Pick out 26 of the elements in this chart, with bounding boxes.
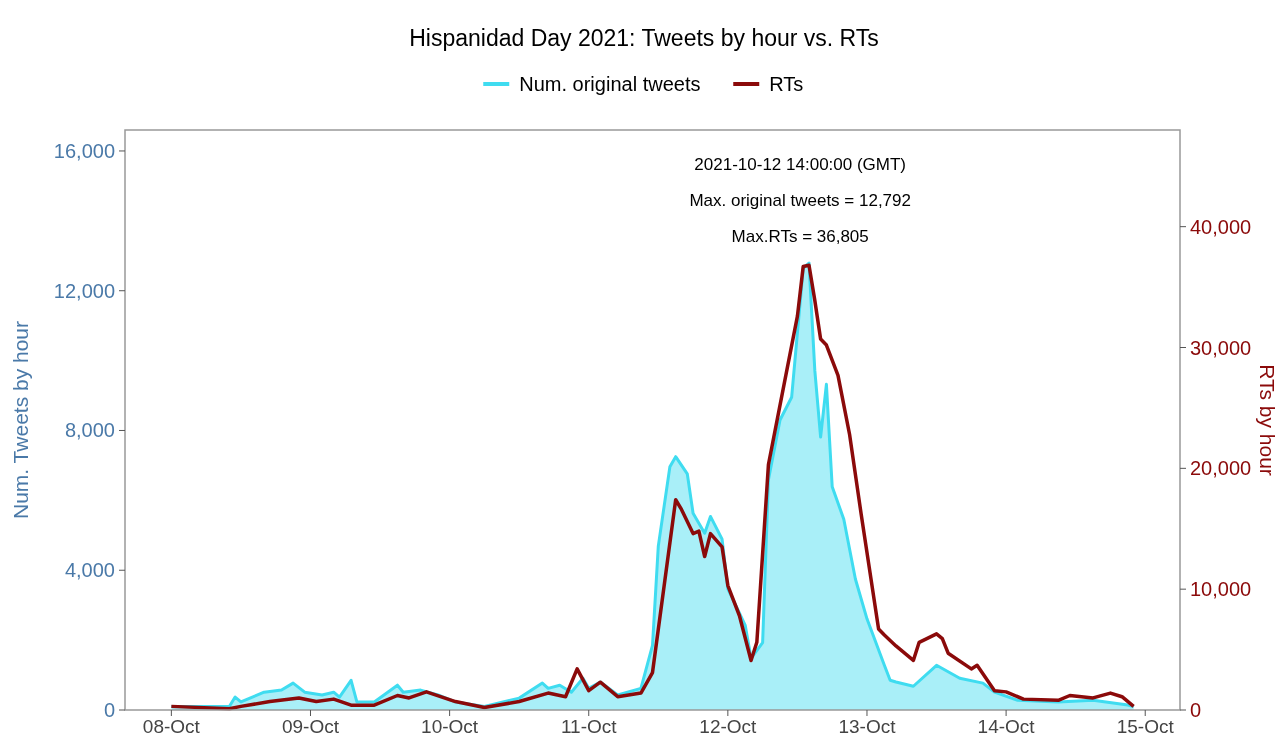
x-tick-label: 10-Oct (421, 716, 479, 737)
x-tick-label: 12-Oct (699, 716, 758, 737)
legend-label: Num. original tweets (519, 73, 701, 95)
y2-tick-label: 10,000 (1190, 578, 1252, 601)
y-tick-label: 4,000 (64, 559, 115, 582)
y2-tick-label: 20,000 (1190, 457, 1252, 480)
annotation: Max. original tweets = 12,792 (689, 191, 911, 210)
y-tick-label: 16,000 (53, 139, 115, 162)
x-tick-label: 14-Oct (977, 716, 1036, 737)
x-tick-label: 11-Oct (560, 716, 618, 737)
y-tick-label: 8,000 (64, 419, 115, 442)
annotation: Max.RTs = 36,805 (731, 227, 869, 246)
legend-label: RTs (769, 73, 804, 95)
annotation: 2021-10-12 14:00:00 (GMT) (694, 155, 907, 174)
y-axis-title: Num. Tweets by hour (9, 320, 32, 520)
x-tick-label: 13-Oct (838, 716, 897, 737)
x-tick-label: 09-Oct (281, 716, 340, 737)
y2-tick-label: 0 (1190, 699, 1202, 721)
x-tick-label: 15-Oct (1116, 716, 1175, 737)
chart-title: Hispanidad Day 2021: Tweets by hour vs. RTs (409, 25, 879, 51)
y-tick-label: 12,000 (53, 279, 115, 302)
y2-tick-label: 30,000 (1190, 336, 1252, 359)
y2-axis-title: RTs by hour (1256, 364, 1279, 476)
y-tick-label: 0 (103, 699, 115, 721)
y2-tick-label: 40,000 (1190, 215, 1252, 238)
x-tick-label: 08-Oct (142, 716, 201, 737)
